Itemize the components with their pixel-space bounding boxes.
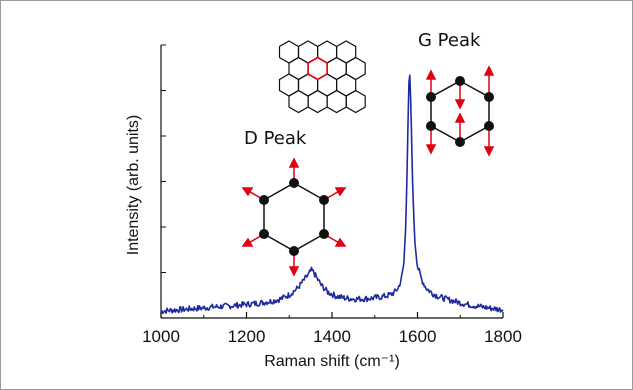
g-peak-label: G Peak bbox=[418, 30, 481, 51]
x-tick-label: 1200 bbox=[228, 327, 266, 346]
x-axis-title: Raman shift (cm⁻¹) bbox=[264, 353, 400, 370]
lattice-hexagon bbox=[326, 89, 347, 114]
y-axis-title: Intensity (arb. units) bbox=[125, 115, 142, 256]
lattice-hexagon bbox=[307, 89, 328, 114]
lattice-highlight-hexagon bbox=[307, 56, 328, 81]
x-tick-label: 1600 bbox=[399, 327, 437, 346]
x-tick-label: 1800 bbox=[484, 327, 522, 346]
lattice-hexagon bbox=[345, 89, 366, 114]
tick-labels: 1000 1200 1400 1600 1800 bbox=[142, 327, 522, 346]
lattice-hexagon bbox=[288, 89, 309, 114]
g-peak-ring-diagram bbox=[425, 65, 495, 157]
spectrum-line bbox=[160, 74, 504, 315]
x-tick-label: 1400 bbox=[313, 327, 351, 346]
d-peak-ring-diagram bbox=[241, 157, 347, 277]
graphene-lattice-icon bbox=[278, 40, 366, 114]
x-tick-label: 1000 bbox=[142, 327, 180, 346]
axis-ticks bbox=[160, 44, 504, 319]
d-peak-label: D Peak bbox=[244, 128, 307, 149]
